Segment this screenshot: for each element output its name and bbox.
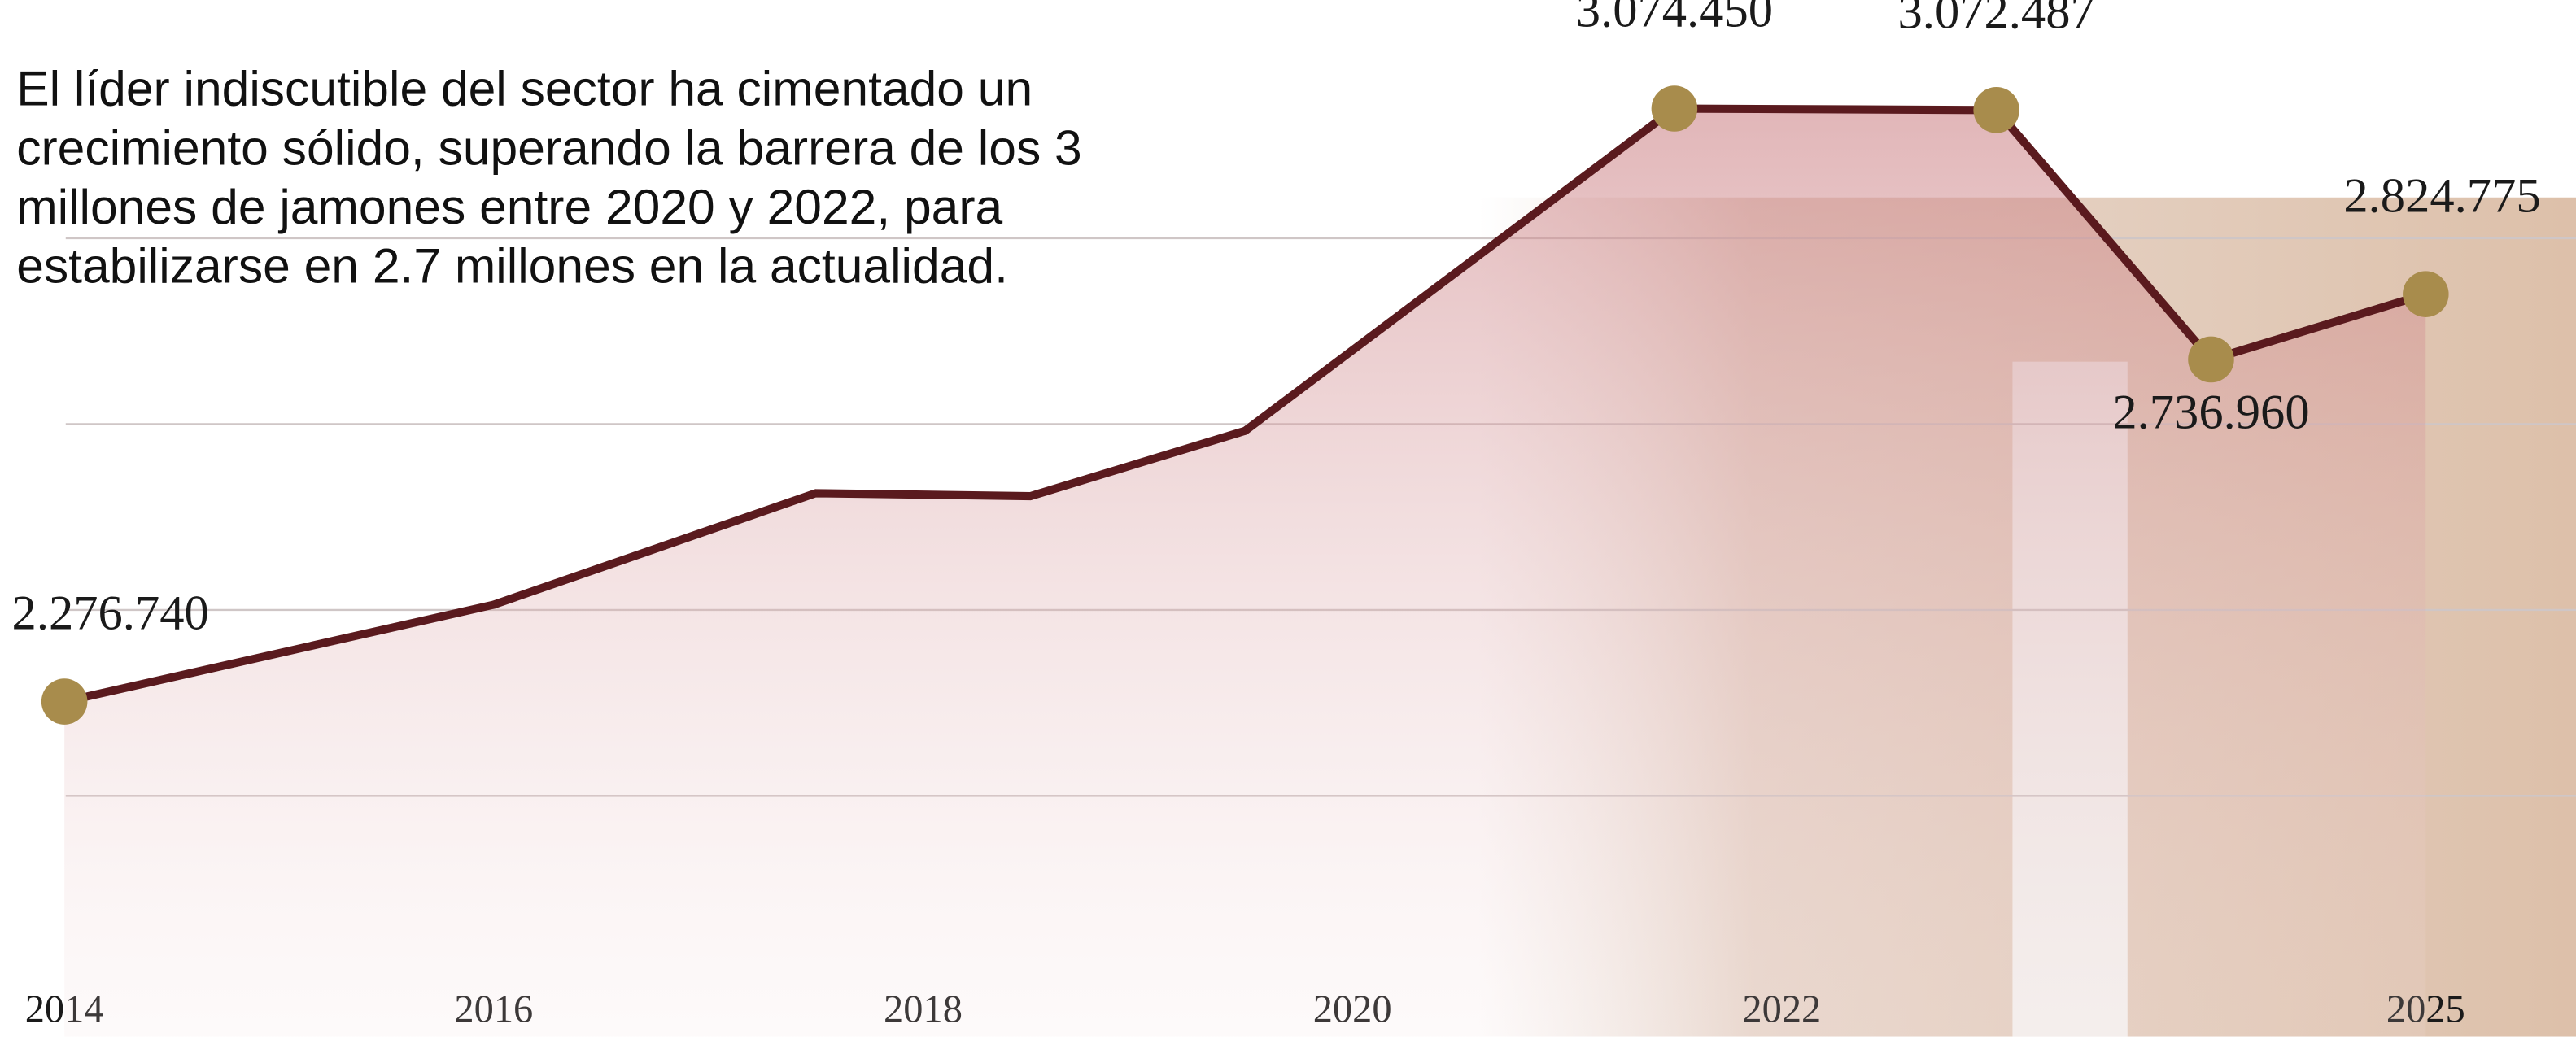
data-label: 2.736.960 — [2112, 386, 2309, 440]
area-fill — [64, 108, 2426, 1037]
marker — [2403, 271, 2449, 317]
annotation-line: millones de jamones entre 2020 y 2022, p… — [16, 179, 1002, 234]
annotation-line: crecimiento sólido, superando la barrera… — [16, 120, 1082, 175]
marker — [1651, 85, 1698, 132]
marker — [2188, 336, 2234, 383]
vertex — [1026, 492, 1035, 501]
data-label: 3.072.487 — [1898, 0, 2095, 39]
annotation-line: El líder indiscutible del sector ha cime… — [16, 61, 1033, 116]
marker — [41, 678, 88, 725]
data-label: 2.824.775 — [2343, 169, 2540, 224]
vertex — [489, 600, 498, 609]
data-label: 2.276.740 — [12, 586, 209, 641]
vertex — [811, 489, 820, 498]
annotation-line: estabilizarse en 2.7 millones en la actu… — [16, 238, 1008, 294]
data-label: 3.074.450 — [1576, 0, 1773, 38]
marker — [1973, 87, 2019, 133]
vertex — [1241, 426, 1250, 435]
